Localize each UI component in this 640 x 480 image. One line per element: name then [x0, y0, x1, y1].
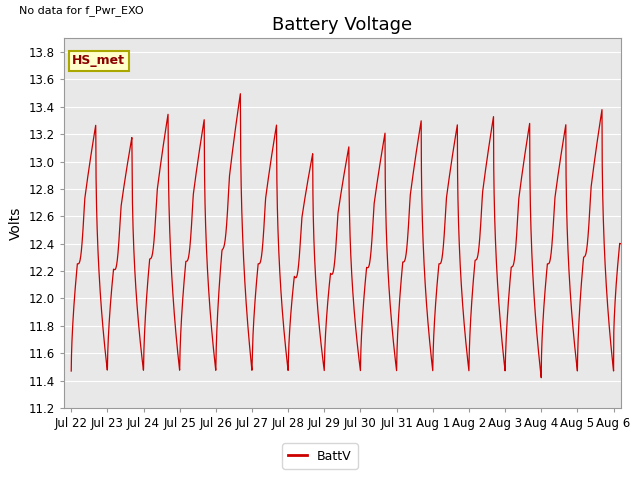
Text: HS_met: HS_met	[72, 54, 125, 67]
Text: No data for f_Pwr_EXO: No data for f_Pwr_EXO	[19, 5, 144, 16]
Y-axis label: Volts: Volts	[9, 206, 23, 240]
Title: Battery Voltage: Battery Voltage	[273, 16, 412, 34]
Legend: BattV: BattV	[282, 444, 358, 469]
